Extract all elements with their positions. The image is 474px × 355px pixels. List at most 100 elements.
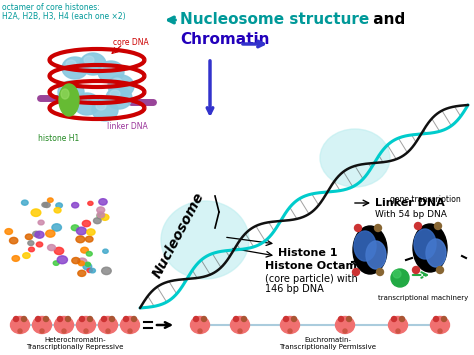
Ellipse shape xyxy=(55,247,64,255)
Ellipse shape xyxy=(389,317,408,333)
Ellipse shape xyxy=(76,236,85,243)
Ellipse shape xyxy=(101,214,109,220)
Circle shape xyxy=(201,317,207,322)
Circle shape xyxy=(292,317,297,322)
Circle shape xyxy=(21,317,27,322)
Circle shape xyxy=(128,329,132,333)
Ellipse shape xyxy=(62,57,88,79)
Ellipse shape xyxy=(72,257,80,264)
Circle shape xyxy=(391,269,409,287)
Ellipse shape xyxy=(10,317,29,333)
Circle shape xyxy=(283,317,289,322)
Text: octamer of core histones:: octamer of core histones: xyxy=(2,3,100,12)
Ellipse shape xyxy=(78,96,88,104)
Circle shape xyxy=(441,317,447,322)
Circle shape xyxy=(62,329,66,333)
Ellipse shape xyxy=(281,317,300,333)
Ellipse shape xyxy=(161,201,249,279)
Text: (core particle) with: (core particle) with xyxy=(265,274,358,284)
Ellipse shape xyxy=(28,241,34,245)
Text: Heterochromatin-
Transcriptionally Repressive: Heterochromatin- Transcriptionally Repre… xyxy=(27,337,124,350)
Ellipse shape xyxy=(97,212,104,218)
Circle shape xyxy=(124,317,128,322)
Circle shape xyxy=(338,317,344,322)
Ellipse shape xyxy=(52,224,62,231)
Ellipse shape xyxy=(71,225,79,231)
Circle shape xyxy=(434,317,438,322)
Ellipse shape xyxy=(92,99,118,121)
Circle shape xyxy=(374,224,382,231)
Text: Linker DNA: Linker DNA xyxy=(375,198,445,208)
Ellipse shape xyxy=(36,242,43,247)
Ellipse shape xyxy=(85,262,91,266)
Ellipse shape xyxy=(84,56,94,64)
Ellipse shape xyxy=(56,203,63,208)
Ellipse shape xyxy=(9,237,18,244)
Text: With 54 bp DNA: With 54 bp DNA xyxy=(375,210,447,219)
Ellipse shape xyxy=(106,87,132,109)
Ellipse shape xyxy=(97,213,105,219)
Ellipse shape xyxy=(87,268,92,273)
Ellipse shape xyxy=(33,231,40,237)
Circle shape xyxy=(84,329,88,333)
Ellipse shape xyxy=(33,317,52,333)
Ellipse shape xyxy=(99,317,118,333)
Circle shape xyxy=(355,224,362,231)
Circle shape xyxy=(18,329,22,333)
Ellipse shape xyxy=(44,202,50,208)
Ellipse shape xyxy=(230,317,249,333)
Ellipse shape xyxy=(101,267,111,274)
Ellipse shape xyxy=(83,263,92,270)
Ellipse shape xyxy=(120,317,139,333)
Circle shape xyxy=(353,268,359,275)
Circle shape xyxy=(400,317,404,322)
Circle shape xyxy=(40,329,44,333)
Ellipse shape xyxy=(81,247,88,253)
Circle shape xyxy=(106,329,110,333)
Text: Nucleosome structure: Nucleosome structure xyxy=(180,12,369,27)
Circle shape xyxy=(80,317,84,322)
Ellipse shape xyxy=(88,201,93,206)
Ellipse shape xyxy=(62,84,72,92)
Ellipse shape xyxy=(31,209,41,217)
Ellipse shape xyxy=(25,234,32,240)
Ellipse shape xyxy=(23,253,30,258)
Ellipse shape xyxy=(47,198,53,202)
Circle shape xyxy=(88,317,92,322)
Ellipse shape xyxy=(78,258,87,265)
Ellipse shape xyxy=(57,256,67,264)
Text: histone H1: histone H1 xyxy=(38,134,79,143)
Ellipse shape xyxy=(430,317,449,333)
Ellipse shape xyxy=(61,89,69,99)
Ellipse shape xyxy=(80,53,106,75)
Ellipse shape xyxy=(76,317,95,333)
Ellipse shape xyxy=(12,256,19,261)
Circle shape xyxy=(13,317,18,322)
Ellipse shape xyxy=(85,236,93,242)
Ellipse shape xyxy=(366,241,386,269)
Circle shape xyxy=(101,317,107,322)
Ellipse shape xyxy=(110,90,120,98)
Ellipse shape xyxy=(59,84,79,116)
Ellipse shape xyxy=(353,226,387,274)
Circle shape xyxy=(437,267,444,273)
Circle shape xyxy=(414,223,421,229)
Circle shape xyxy=(393,270,401,278)
Ellipse shape xyxy=(93,218,101,224)
Circle shape xyxy=(193,317,199,322)
Ellipse shape xyxy=(96,102,106,110)
Ellipse shape xyxy=(320,129,390,187)
Ellipse shape xyxy=(87,229,95,235)
Circle shape xyxy=(234,317,238,322)
Ellipse shape xyxy=(108,75,134,97)
Ellipse shape xyxy=(76,227,86,235)
Ellipse shape xyxy=(78,261,84,266)
Text: Euchromatin-
Transcriptionally Permissive: Euchromatin- Transcriptionally Permissiv… xyxy=(280,337,376,350)
Ellipse shape xyxy=(35,231,44,238)
Text: Histone 1: Histone 1 xyxy=(278,248,337,258)
Ellipse shape xyxy=(53,261,59,266)
Circle shape xyxy=(396,329,400,333)
Circle shape xyxy=(241,317,246,322)
Ellipse shape xyxy=(97,207,105,213)
Ellipse shape xyxy=(5,229,12,234)
